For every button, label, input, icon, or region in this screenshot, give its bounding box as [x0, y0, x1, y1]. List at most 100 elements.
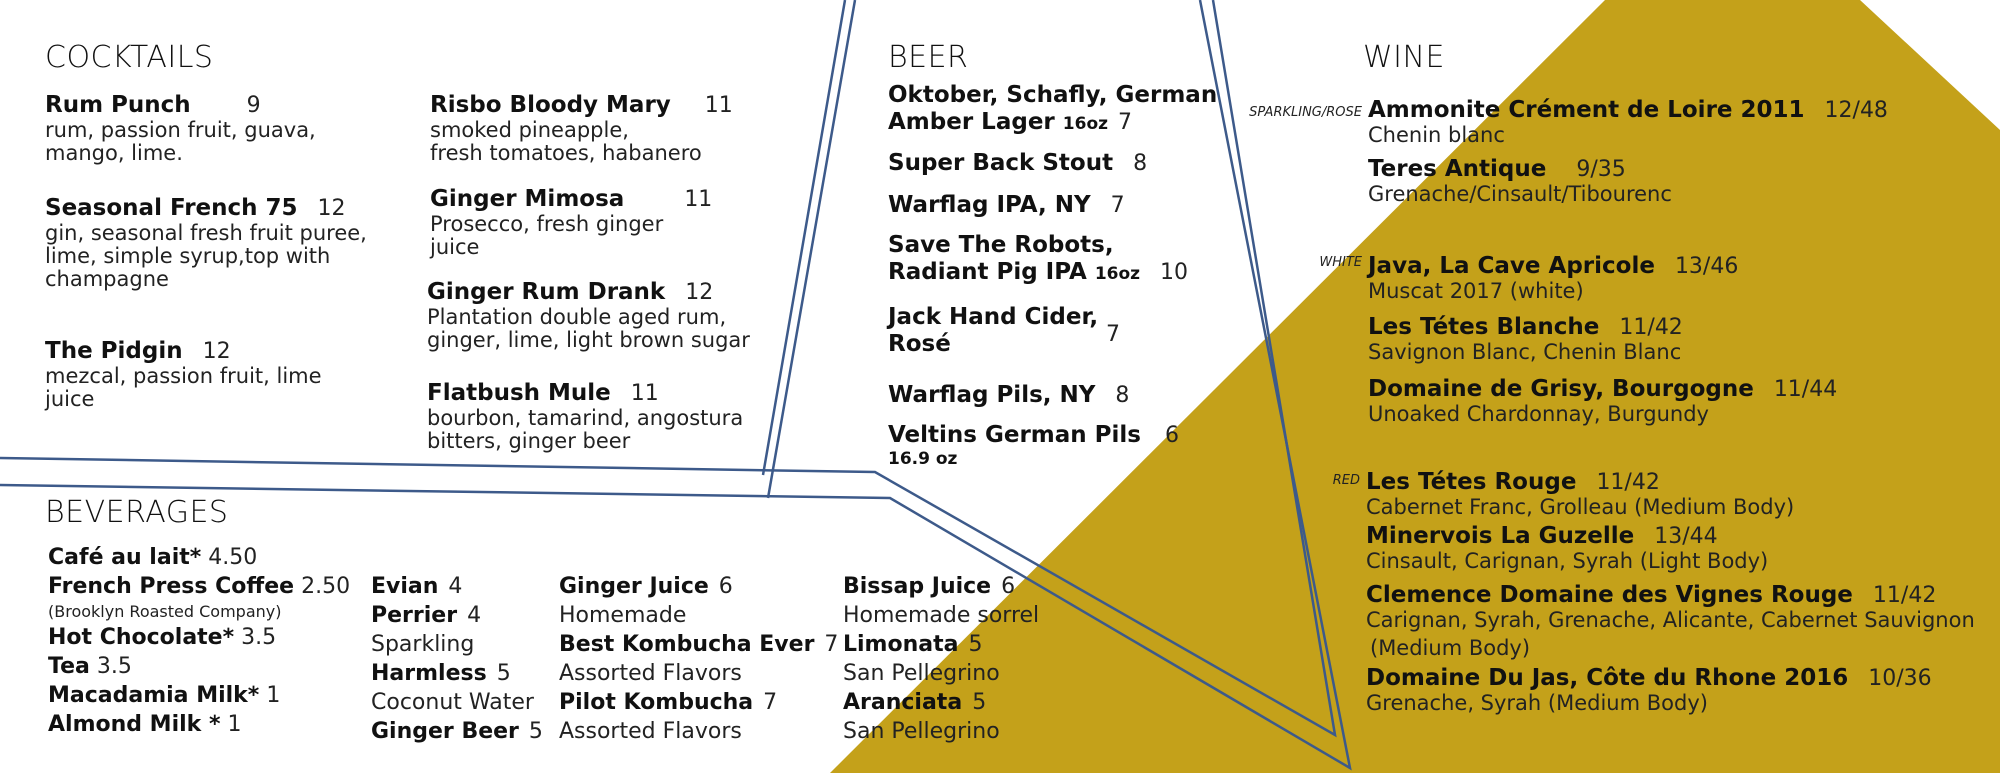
cocktail-desc: ginger, lime, light brown sugar: [427, 328, 750, 352]
beer-name: Save The Robots,: [888, 232, 1114, 258]
cocktail-name: Ginger Mimosa: [430, 186, 625, 212]
beverages-column-1: Café au lait* 4.50 French Press Coffee 2…: [48, 543, 350, 739]
wine-price: 12/48: [1824, 98, 1888, 123]
beer-jack-hand-cider: Jack Hand Cider, Rosé 7: [888, 304, 1120, 358]
divider-line-inner: [0, 0, 1352, 771]
wine-les-tetes-blanche: Les Tétes Blanche 11/42 Savignon Blanc, C…: [1368, 314, 1683, 364]
beer-warflag-pils: Warflag Pils, NY 8: [888, 382, 1129, 409]
beverage-item: Perrier 4: [371, 603, 482, 628]
beverage-item: Best Kombucha Ever 7: [559, 632, 839, 657]
cocktails-heading: COCKTAILS: [45, 40, 214, 75]
beer-name: Warflag Pils, NY: [888, 382, 1096, 408]
beer-price: 8: [1115, 383, 1130, 408]
beer-heading: BEER: [888, 40, 969, 75]
cocktail-the-pidgin: The Pidgin 12 mezcal, passion fruit, lime…: [45, 338, 322, 411]
wine-price: 11/42: [1619, 315, 1683, 340]
beverage-item: Hot Chocolate* 3.5: [48, 625, 277, 650]
cocktail-name: Risbo Bloody Mary: [430, 92, 671, 118]
cocktail-price: 12: [202, 339, 231, 364]
beer-price: 10: [1160, 260, 1189, 285]
beverage-desc: (Brooklyn Roasted Company): [48, 602, 282, 621]
wine-desc: Chenin blanc: [1368, 123, 1505, 147]
cocktail-desc: rum, passion fruit, guava,: [45, 118, 316, 142]
cocktail-desc: Prosecco, fresh ginger: [430, 212, 664, 236]
wine-name: Teres Antique: [1368, 156, 1547, 182]
beer-name: Super Back Stout: [888, 150, 1114, 176]
wine-desc: Unoaked Chardonnay, Burgundy: [1368, 402, 1709, 426]
cocktail-rum-punch: Rum Punch 9 rum, passion fruit, guava, ma…: [45, 92, 316, 165]
cocktail-seasonal-french-75: Seasonal French 75 12 gin, seasonal fresh…: [45, 195, 367, 291]
beer-name-cont: Amber Lager: [888, 109, 1055, 135]
wine-desc: Grenache, Syrah (Medium Body): [1366, 691, 1708, 715]
beer-name: Jack Hand Cider,: [888, 304, 1099, 330]
cocktail-price: 11: [704, 93, 733, 118]
beer-save-the-robots: Save The Robots, Radiant Pig IPA 16oz 10: [888, 232, 1188, 288]
beverage-desc: Coconut Water: [371, 690, 534, 715]
cocktail-name: Flatbush Mule: [427, 380, 611, 406]
beverages-column-3: Ginger Juice 6 Homemade Best Kombucha Eve…: [559, 572, 838, 746]
beverage-item: Tea 3.5: [48, 654, 132, 679]
beer-super-back-stout: Super Back Stout 8: [888, 150, 1147, 177]
wine-price: 11/42: [1596, 470, 1660, 495]
beverage-desc: Assorted Flavors: [559, 719, 742, 744]
beverage-desc: Sparkling: [371, 632, 475, 657]
beer-price: 6: [1164, 423, 1179, 448]
beer-name-cont: Rosé: [888, 331, 951, 357]
cocktail-price: 12: [317, 196, 346, 221]
cocktail-price: 12: [685, 280, 714, 305]
cocktail-desc: mezcal, passion fruit, lime: [45, 364, 322, 388]
cocktail-desc: champagne: [45, 267, 169, 291]
beverage-item: Ginger Beer 5: [371, 719, 543, 744]
beer-price: 7: [1118, 110, 1133, 135]
divider-line-left-a: [761, 0, 847, 476]
wine-desc: Cinsault, Carignan, Syrah (Light Body): [1366, 549, 1769, 573]
cocktail-desc: juice: [45, 387, 95, 411]
cocktail-desc: bitters, ginger beer: [427, 429, 631, 453]
beverage-item: Evian 4: [371, 574, 463, 599]
wine-ammonite: Ammonite Crément de Loire 2011 12/48 Chen…: [1368, 97, 1888, 147]
wine-price: 11/44: [1773, 377, 1838, 402]
wine-name: Les Tétes Blanche: [1368, 314, 1600, 340]
wine-desc: Muscat 2017 (white): [1368, 279, 1584, 303]
wine-price: 13/44: [1654, 524, 1718, 549]
beer-price: 7: [1106, 322, 1120, 347]
beverages-column-2: Evian 4 Perrier 4 Sparkling Harmless 5 Coco…: [371, 572, 543, 746]
cocktail-desc: fresh tomatoes, habanero: [430, 141, 702, 165]
cocktail-desc: smoked pineapple,: [430, 118, 629, 142]
beverage-desc: Assorted Flavors: [559, 661, 742, 686]
cocktail-name: The Pidgin: [45, 338, 183, 364]
divider-line-outer: [0, 0, 1337, 738]
wine-name: Ammonite Crément de Loire 2011: [1368, 97, 1805, 123]
beer-size: 16.9 oz: [888, 449, 958, 469]
wine-tag-white: WHITE: [1319, 255, 1362, 270]
wine-desc: (Medium Body): [1370, 636, 1531, 660]
beer-oktober-schafly: Oktober, Schafly, German Amber Lager 16o…: [888, 82, 1217, 138]
beverage-item: Café au lait* 4.50: [48, 545, 258, 570]
beer-size: 16oz: [1062, 114, 1109, 134]
wine-minervois: Minervois La Guzelle 13/44 Cinsault, Cari…: [1366, 523, 1768, 573]
wine-heading: WINE: [1363, 40, 1445, 75]
wine-tag-sparkling: SPARKLING/ROSE: [1249, 105, 1362, 120]
beverage-item: Almond Milk * 1: [48, 712, 242, 737]
wine-name: Minervois La Guzelle: [1366, 523, 1635, 549]
beverage-desc: San Pellegrino: [843, 661, 1000, 686]
wine-java-la-cave: Java, La Cave Apricole 13/46 Muscat 2017 …: [1368, 253, 1738, 303]
cocktail-name: Ginger Rum Drank: [427, 279, 666, 305]
beverage-item: Harmless 5: [371, 661, 511, 686]
beverage-item: Aranciata 5: [843, 690, 987, 715]
beer-name: Oktober, Schafly, German: [888, 82, 1218, 108]
cocktail-desc: juice: [430, 235, 480, 259]
cocktail-desc: Plantation double aged rum,: [427, 305, 727, 329]
wine-name: Domaine de Grisy, Bourgogne: [1368, 376, 1754, 402]
wine-desc: Carignan, Syrah, Grenache, Alicante, Cab…: [1366, 608, 1975, 632]
wine-price: 9/35: [1576, 157, 1626, 182]
beverages-column-4: Bissap Juice 6 Homemade sorrel Limonata 5 …: [843, 572, 1039, 746]
beer-name: Warflag IPA, NY: [888, 192, 1091, 218]
beer-warflag-ipa: Warflag IPA, NY 7: [888, 192, 1125, 219]
cocktail-ginger-rum-drank: Ginger Rum Drank 12 Plantation double age…: [427, 279, 750, 352]
cocktail-name: Rum Punch: [45, 92, 191, 118]
beverage-item: Bissap Juice 6: [843, 574, 1016, 599]
wine-desc: Grenache/Cinsault/Tibourenc: [1368, 182, 1672, 206]
wine-name: Les Tétes Rouge: [1366, 469, 1577, 495]
wine-price: 10/36: [1868, 666, 1932, 691]
